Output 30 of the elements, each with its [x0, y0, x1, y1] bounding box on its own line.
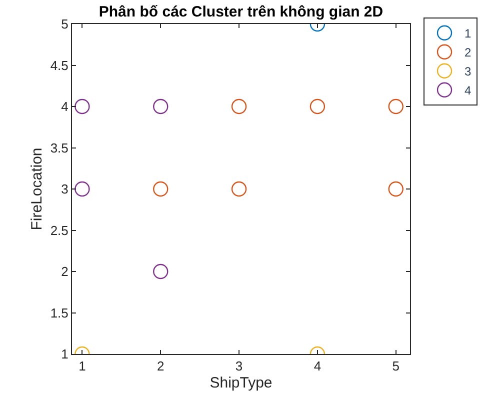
legend-label: 2 — [464, 46, 472, 60]
legend-label: 1 — [464, 26, 472, 41]
x-tick-label: 1 — [78, 358, 86, 374]
point — [153, 98, 168, 114]
point — [74, 98, 90, 114]
y-tick-label: 4 — [61, 99, 68, 114]
chart-title: Phân bố các Cluster trên không gian 2D — [98, 4, 384, 21]
x-tick-label: 2 — [157, 358, 164, 374]
x-tick-label: 4 — [314, 358, 322, 374]
x-axis-title: ShipType — [210, 374, 272, 392]
y-axis-title: FireLocation — [28, 148, 46, 230]
y-tick-label: 5 — [61, 16, 68, 32]
point — [231, 98, 247, 114]
point — [74, 181, 90, 197]
point — [310, 98, 326, 114]
y-tick-label: 3 — [61, 182, 68, 197]
x-tick-label: 3 — [235, 358, 243, 374]
y-tick-label: 1.5 — [50, 305, 68, 320]
point — [388, 181, 404, 197]
legend-label: 3 — [464, 64, 472, 79]
y-tick-label: 2 — [61, 264, 68, 280]
legend-label: 4 — [464, 84, 472, 98]
point — [388, 98, 404, 114]
x-tick-label: 5 — [392, 358, 400, 374]
point — [153, 181, 168, 197]
y-tick-label: 2.5 — [50, 222, 68, 238]
y-tick-label: 3.5 — [50, 140, 68, 156]
y-tick-label: 1 — [61, 346, 68, 362]
y-tick-label: 4.5 — [50, 58, 68, 73]
point — [231, 181, 247, 197]
